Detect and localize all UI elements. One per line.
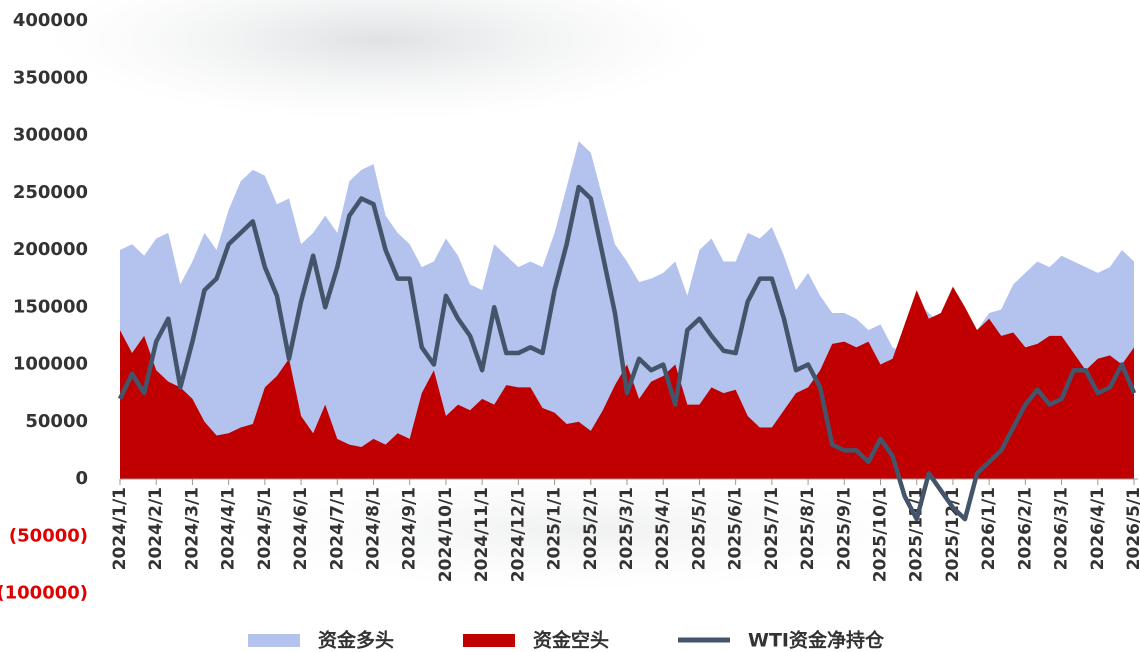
background-wash (50, 0, 710, 120)
y-tick-label: 250000 (13, 182, 88, 203)
legend-label: 资金多头 (318, 629, 394, 652)
y-tick-label: 400000 (13, 10, 88, 31)
x-tick-label: 2025/3/1 (617, 487, 637, 570)
background-wash (220, 470, 940, 590)
x-tick-label: 2024/3/1 (182, 487, 202, 570)
x-tick-label: 2025/10/1 (871, 487, 891, 582)
x-tick-label: 2026/2/1 (1015, 487, 1035, 570)
x-tick-label: 2024/6/1 (291, 487, 311, 570)
legend-label: WTI资金净持仓 (748, 629, 885, 652)
line (117, 184, 1137, 522)
y-tick-label: 350000 (13, 67, 88, 88)
x-tick-label: 2024/4/1 (219, 487, 239, 570)
x-tick-label: 2026/3/1 (1052, 487, 1072, 570)
y-tick-label: 150000 (13, 296, 88, 317)
x-tick-label: 2024/11/1 (472, 487, 492, 582)
x-tick-label: 2025/6/1 (726, 487, 746, 570)
y-tick-label: 100000 (13, 354, 88, 375)
y-tick-label: (100000) (0, 583, 88, 604)
x-tick-label: 2026/4/1 (1088, 487, 1108, 570)
x-tick-label: 2024/2/1 (146, 487, 166, 570)
legend-label: 资金空头 (533, 629, 609, 652)
y-tick-label: 0 (75, 468, 88, 489)
x-tick-label: 2024/12/1 (508, 487, 528, 582)
x-tick-label: 2024/5/1 (255, 487, 275, 570)
x-tick-label: 2024/7/1 (327, 487, 347, 570)
x-tick-label: 2025/2/1 (581, 487, 601, 570)
x-tick-label: 2026/5/1 (1124, 487, 1140, 570)
y-tick-label: 50000 (25, 411, 88, 432)
y-tick-label: 300000 (13, 125, 88, 146)
y-tick-label: 200000 (13, 239, 88, 260)
x-tick-label: 2025/5/1 (689, 487, 709, 570)
x-tick-label: 2025/9/1 (834, 487, 854, 570)
x-tick-label: 2026/1/1 (979, 487, 999, 570)
x-tick-label: 2025/1/1 (545, 487, 565, 570)
legend-swatch (248, 634, 300, 647)
x-tick-label: 2025/7/1 (762, 487, 782, 570)
x-tick-label: 2025/4/1 (653, 487, 673, 570)
x-tick-label: 2024/9/1 (400, 487, 420, 570)
x-tick-label: 2025/8/1 (798, 487, 818, 570)
x-tick-label: 2024/8/1 (364, 487, 384, 570)
x-tick-label: 2024/1/1 (110, 487, 130, 570)
y-tick-label: (50000) (9, 525, 88, 546)
legend-swatch (463, 634, 515, 647)
x-tick-label: 2024/10/1 (436, 487, 456, 582)
